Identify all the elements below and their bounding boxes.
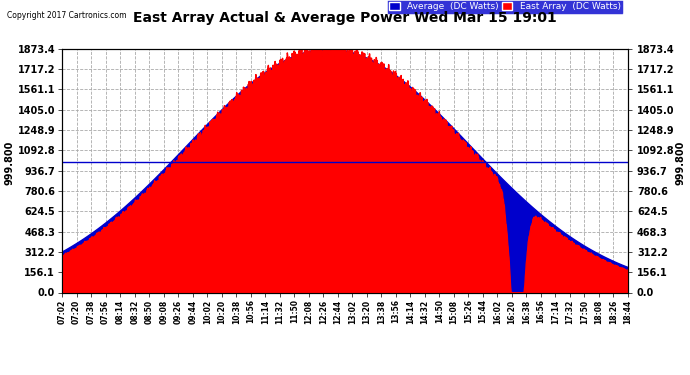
Text: 999.800: 999.800 (676, 140, 686, 184)
Text: Copyright 2017 Cartronics.com: Copyright 2017 Cartronics.com (7, 11, 126, 20)
Text: East Array Actual & Average Power Wed Mar 15 19:01: East Array Actual & Average Power Wed Ma… (133, 11, 557, 25)
Text: 999.800: 999.800 (4, 140, 14, 184)
Legend: Average  (DC Watts), East Array  (DC Watts): Average (DC Watts), East Array (DC Watts… (386, 0, 623, 14)
